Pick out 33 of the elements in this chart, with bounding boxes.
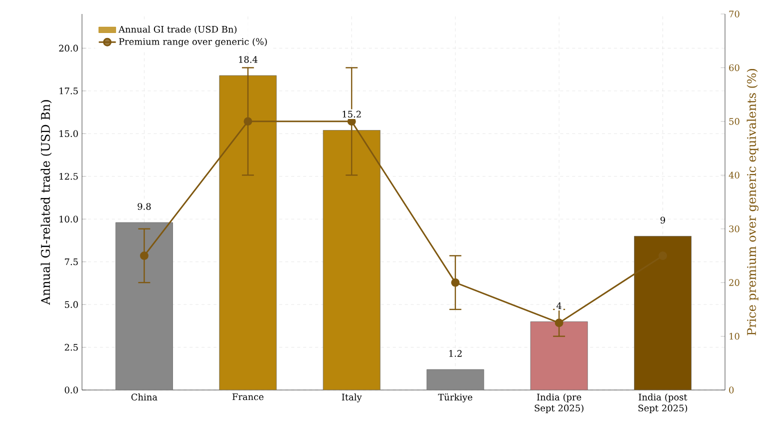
data-label: 15.2	[342, 110, 361, 118]
y-tick-label: 20.0	[59, 44, 78, 52]
y-tick-label: 5.0	[64, 301, 78, 308]
x-tick-label: India (pre Sept 2025)	[534, 394, 584, 414]
y2-tick-label: 60	[729, 64, 740, 72]
y-tick-label: 17.5	[60, 88, 78, 94]
y2-tick-label: 70	[729, 10, 740, 18]
y-tick-label: 12.5	[60, 172, 78, 180]
x-tick-label: Italy	[342, 394, 362, 402]
y2-tick-label: 30	[729, 225, 740, 232]
legend-label: Premium range over generic (%)	[119, 38, 267, 47]
data-label: 9.8	[138, 203, 151, 210]
x-tick-label: France	[232, 394, 264, 400]
y-tick-label: 10.0	[60, 216, 78, 222]
y-tick-label: 0.0	[64, 386, 78, 394]
y-axis-title: Annual GI-related trade (USD Bn)	[40, 100, 52, 305]
data-label: 18.4	[239, 56, 258, 63]
data-label: 9	[660, 216, 666, 224]
y2-tick-label: 20	[729, 279, 740, 286]
data-label: 4	[556, 302, 562, 309]
x-tick-label: China	[131, 394, 158, 400]
y2-tick-label: 0	[729, 386, 734, 394]
x-tick-label: India (post Sept 2025)	[638, 394, 688, 414]
y2-tick-label: 40	[728, 172, 740, 179]
x-tick-label: Türkiye	[438, 394, 472, 402]
y2-tick-label: 10	[730, 332, 740, 340]
y-tick-label: 7.5	[64, 258, 78, 266]
y2-axis-title: Price premium over generic equivalents (%)	[746, 69, 759, 336]
y2-tick-label: 50	[729, 118, 740, 125]
y-tick-label: 15.0	[60, 130, 78, 138]
y-tick-label: 2.5	[64, 344, 78, 351]
data-label: 1.2	[449, 350, 462, 357]
legend-label: Annual GI trade (USD Bn)	[118, 26, 236, 34]
